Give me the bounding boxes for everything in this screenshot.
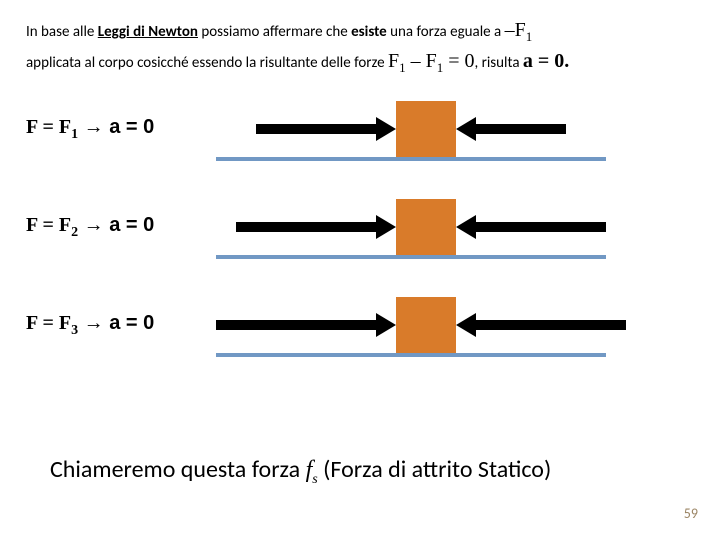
applied-force-arrow <box>256 119 396 139</box>
intro-eq: F1 – F1 = 0 <box>388 50 475 72</box>
intro-p1: In base alle <box>26 23 98 41</box>
surface-line <box>216 353 606 357</box>
friction-force-arrow <box>456 315 626 335</box>
block <box>396 101 456 157</box>
intro-text: In base alle Leggi di Newton possiamo af… <box>0 0 720 78</box>
row-label: F = F2 → a = 0 <box>26 214 196 241</box>
conclusion-post: (Forza di attrito Statico) <box>318 455 552 484</box>
conclusion: Chiameremo questa forza fs (Forza di att… <box>50 455 551 488</box>
diagram-area: F = F1 → a = 0 F = F2 → a = 0 F = F3 → a =… <box>0 78 720 366</box>
intro-line2a: applicata al corpo cosicché essendo la r… <box>26 54 388 72</box>
applied-force-arrow <box>236 217 396 237</box>
intro-a: a = 0. <box>523 50 569 72</box>
row-label: F = F1 → a = 0 <box>26 116 196 143</box>
block <box>396 199 456 255</box>
diagram-row: F = F2 → a = 0 <box>26 188 694 268</box>
surface-line <box>216 255 606 259</box>
fs-symbol: fs <box>306 457 318 483</box>
intro-minusF1: –F1 <box>505 19 533 41</box>
scene <box>196 193 576 263</box>
friction-force-arrow <box>456 217 606 237</box>
conclusion-pre: Chiameremo questa forza <box>50 455 306 484</box>
intro-line2b: , risulta <box>474 54 522 72</box>
scene <box>196 95 576 165</box>
friction-force-arrow <box>456 119 566 139</box>
intro-p3: una forza eguale a <box>387 23 505 41</box>
intro-p2: possiamo affermare che <box>198 23 351 41</box>
row-label: F = F3 → a = 0 <box>26 312 196 339</box>
intro-leggi: Leggi di Newton <box>98 23 198 41</box>
intro-esiste: esiste <box>351 23 387 41</box>
page-number: 59 <box>684 505 698 522</box>
applied-force-arrow <box>216 315 396 335</box>
diagram-row: F = F3 → a = 0 <box>26 286 694 366</box>
scene <box>196 291 576 361</box>
surface-line <box>216 157 606 161</box>
block <box>396 297 456 353</box>
diagram-row: F = F1 → a = 0 <box>26 90 694 170</box>
